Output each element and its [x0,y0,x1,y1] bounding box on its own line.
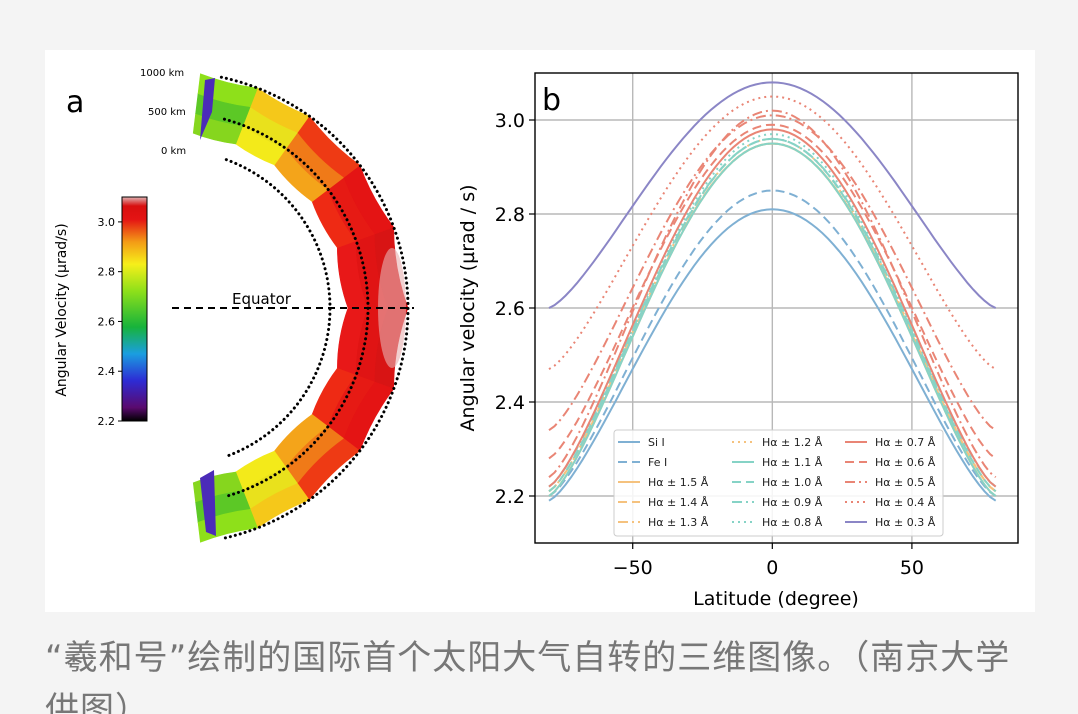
colorbar-tick-label: 2.2 [98,415,116,428]
series-line [548,189,997,497]
legend-label: Hα ± 0.8 Å [762,516,823,529]
panel-b-label: b [542,83,561,118]
series-lines [548,81,997,502]
series-line [548,128,997,488]
legend-box [613,429,944,537]
legend-label: Hα ± 1.4 Å [648,496,709,509]
height-contour [219,75,410,541]
x-axis-label: Latitude (degree) [693,588,859,610]
axis-ticks: −50 0 50 2.2 2.4 2.6 2.8 3.0 [495,110,924,579]
colorbar-tick-label: 2.4 [98,365,116,378]
legend-label: Fe I [648,456,667,469]
legend-label: Hα ± 1.3 Å [648,516,709,529]
figure-svg: a 2.2 2.4 2.6 2.8 3.0 Angular Velocity (µrad… [54,68,1019,610]
y-tick-label: 2.2 [495,486,525,508]
series-line [548,142,997,497]
legend-label: Hα ± 1.5 Å [648,476,709,489]
colorbar-ticks: 2.2 2.4 2.6 2.8 3.0 [98,216,122,428]
legend-label: Hα ± 0.6 Å [875,456,936,469]
panel-b: −50 0 50 2.2 2.4 2.6 2.8 3.0 b Latitude (degree… [457,72,1019,610]
legend-label: Hα ± 1.1 Å [762,456,823,469]
x-tick-label: 0 [766,557,778,579]
colorbar-label: Angular Velocity (µrad/s) [54,223,70,396]
legend-label: Hα ± 1.2 Å [762,436,823,449]
panel-a-label: a [66,85,84,120]
height-label-500: 500 km [148,107,186,118]
legend-label: Hα ± 0.7 Å [875,436,936,449]
equator-label: Equator [232,290,292,308]
y-tick-label: 2.4 [495,392,525,414]
series-line [548,81,997,309]
colorbar-tick-label: 3.0 [98,216,116,229]
figure: a 2.2 2.4 2.6 2.8 3.0 Angular Velocity (µrad… [45,50,1035,612]
x-tick-label: 50 [900,557,924,579]
legend: Si I Fe I Hα ± 1.5 Å Hα ± 1.4 Å Hα ± 1.3 Å Hα… [613,429,944,537]
y-tick-label: 3.0 [495,110,525,132]
legend-label: Hα ± 0.9 Å [762,496,823,509]
figure-caption: “羲和号”绘制的国际首个太阳大气自转的三维图像。（南京大学供图） [45,638,1011,714]
series-line [548,123,997,460]
height-label-1000: 1000 km [140,68,184,79]
y-tick-label: 2.8 [495,204,525,226]
legend-label: Hα ± 0.4 Å [875,496,936,509]
series-line [548,109,997,478]
rotation-shell [192,73,409,543]
colorbar [121,196,148,422]
colorbar-tick-label: 2.6 [98,315,116,328]
legend-label: Hα ± 0.5 Å [875,476,936,489]
shell-pole-bottom [200,470,216,536]
height-label-0: 0 km [161,146,186,157]
series-line [548,114,997,432]
legend-label: Hα ± 0.3 Å [875,516,936,529]
x-tick-label: −50 [613,557,653,579]
y-tick-label: 2.6 [495,298,525,320]
legend-label: Si I [648,436,665,449]
y-axis-label: Angular velocity (µrad / s) [457,184,479,431]
series-line [548,208,997,502]
panel-a: a 2.2 2.4 2.6 2.8 3.0 Angular Velocity (µrad… [54,68,414,543]
legend-label: Hα ± 1.0 Å [762,476,823,489]
series-line [548,137,997,488]
shell-pole-top [200,78,215,140]
colorbar-tick-label: 2.8 [98,266,116,279]
